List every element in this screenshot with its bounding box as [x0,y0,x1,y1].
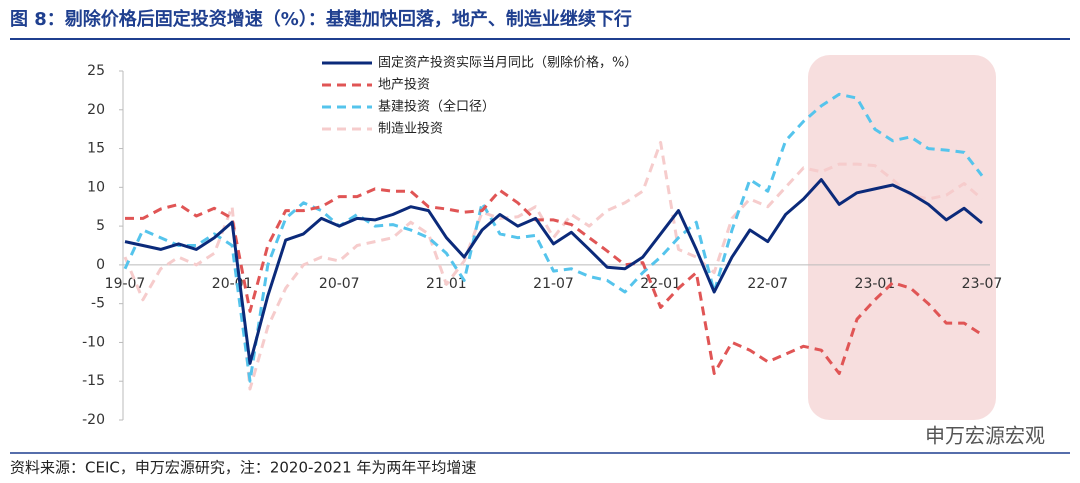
legend-label: 基建投资（全口径） [378,99,495,115]
x-tick-label: 23-07 [962,276,1003,292]
x-tick-label: 22-07 [747,276,788,292]
y-tick-label: 5 [96,218,105,234]
chart-title: 图 8：剔除价格后固定投资增速（%）：基建加快回落，地产、制造业继续下行 [10,8,632,30]
y-tick-label: -5 [91,296,105,312]
y-tick-label: 15 [87,141,105,157]
x-tick-label: 20-07 [319,276,360,292]
y-tick-label: 20 [87,102,105,118]
x-tick-label: 20-01 [212,276,253,292]
highlight-region [808,55,996,420]
series-line [124,178,983,365]
y-tick-label: -20 [82,412,105,428]
legend-label: 制造业投资 [378,121,443,137]
y-tick-label: -15 [82,373,105,389]
y-tick-label: -10 [82,334,105,350]
watermark: 申万宏源宏观 [925,424,1045,448]
x-tick-label: 19-07 [105,276,146,292]
y-tick-label: 0 [96,257,105,273]
series-line [123,92,984,383]
y-tick-label: 10 [87,179,105,195]
legend-label: 地产投资 [378,77,430,93]
legend-label: 固定资产投资实际当月同比（剔除价格，%） [378,55,637,71]
series-line [123,140,983,391]
x-tick-label: 21-07 [533,276,574,292]
x-tick-label: 22-01 [640,276,681,292]
series-line [125,187,983,375]
source-note: 资料来源：CEIC，申万宏源研究，注：2020-2021 年为两年平均增速 [10,459,476,477]
y-tick-label: 25 [87,63,105,79]
x-tick-label: 23-01 [855,276,896,292]
